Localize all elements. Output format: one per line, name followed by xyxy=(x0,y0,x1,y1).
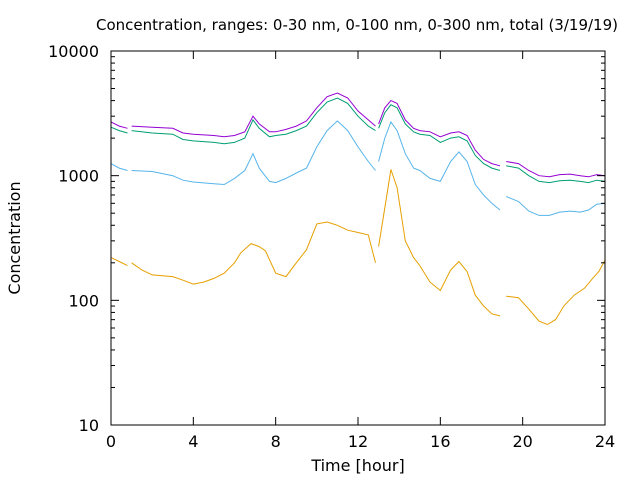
series-2-segment-3 xyxy=(506,165,606,184)
series-3-segment-0 xyxy=(110,121,128,129)
x-tick-label: 20 xyxy=(512,432,532,451)
y-tick-label: 1000 xyxy=(58,167,99,186)
series-2-segment-0 xyxy=(110,126,128,134)
x-axis-label: Time [hour] xyxy=(310,456,404,475)
x-tick-label: 16 xyxy=(430,432,450,451)
series-3-segment-3 xyxy=(506,161,606,178)
y-axis-label: Concentration xyxy=(5,181,24,294)
y-axis: 10 100 1000 10000 xyxy=(48,42,605,435)
series-3-segment-2 xyxy=(378,99,501,167)
series-0-segment-2 xyxy=(378,169,501,317)
y-tick-label: 100 xyxy=(68,291,99,310)
series-1-segment-3 xyxy=(506,196,606,216)
y-tick-label: 10 xyxy=(79,416,99,435)
series-2-segment-1 xyxy=(131,97,376,145)
series-1-segment-0 xyxy=(110,163,128,171)
x-tick-label: 8 xyxy=(271,432,281,451)
series-0-segment-3 xyxy=(506,259,606,326)
series-1-segment-2 xyxy=(378,120,501,211)
x-tick-label: 24 xyxy=(595,432,615,451)
x-tick-label: 4 xyxy=(188,432,198,451)
x-tick-label: 12 xyxy=(348,432,368,451)
chart-title: Concentration, ranges: 0-30 nm, 0-100 nm… xyxy=(96,16,618,34)
series-3-segment-1 xyxy=(131,92,376,138)
y-tick-label: 10000 xyxy=(48,42,99,61)
series-0-segment-1 xyxy=(131,221,376,285)
plot-frame xyxy=(110,50,606,426)
series-2-segment-2 xyxy=(378,104,501,171)
series-1-segment-1 xyxy=(131,120,376,186)
series-layer xyxy=(110,92,606,326)
x-tick-label: 0 xyxy=(106,432,116,451)
series-0-segment-0 xyxy=(110,257,128,267)
x-axis: 0 4 8 12 16 20 24 xyxy=(106,51,615,451)
